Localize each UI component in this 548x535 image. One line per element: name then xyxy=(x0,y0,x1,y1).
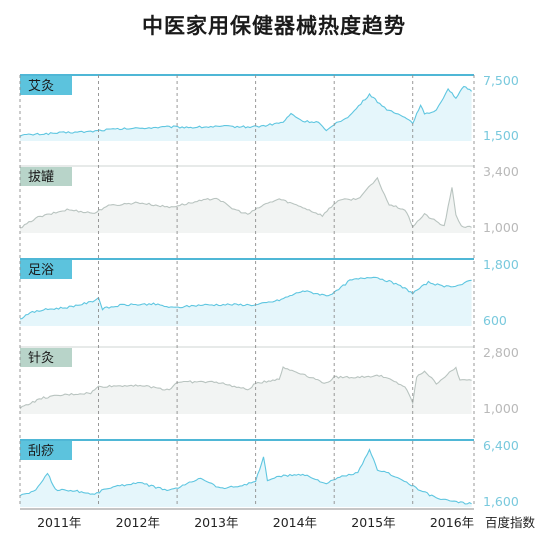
series-area-针灸 xyxy=(20,367,472,414)
series-line-艾灸 xyxy=(19,85,472,137)
series-line-刮痧 xyxy=(19,448,472,505)
panel-label-box xyxy=(20,441,72,460)
series-area-刮痧 xyxy=(20,449,472,507)
x-tick-label: 2014年 xyxy=(273,515,317,530)
x-tick-label: 2011年 xyxy=(37,515,81,530)
series-line-拔罐 xyxy=(19,176,472,229)
series-line-足浴 xyxy=(19,276,472,320)
x-tick-label: 2015年 xyxy=(351,515,395,530)
y-min-label: 1,000 xyxy=(483,220,519,235)
panel-label: 拔罐 xyxy=(28,170,54,185)
series-area-拔罐 xyxy=(20,177,472,233)
panel-label: 足浴 xyxy=(28,263,54,278)
chart-title: 中医家用保健器械热度趋势 xyxy=(142,14,406,38)
panel-label: 刮痧 xyxy=(28,443,54,459)
y-min-label: 1,600 xyxy=(483,494,519,509)
y-max-label: 2,800 xyxy=(483,345,519,360)
y-max-label: 3,400 xyxy=(483,164,519,179)
y-min-label: 600 xyxy=(483,313,507,328)
series-area-艾灸 xyxy=(20,86,472,141)
panel-label-box xyxy=(20,260,72,279)
y-min-label: 1,000 xyxy=(483,401,519,416)
panel-label: 针灸 xyxy=(28,351,54,366)
panel-label-box xyxy=(20,167,72,186)
panel-label: 艾灸 xyxy=(28,79,54,94)
y-max-label: 7,500 xyxy=(483,73,519,88)
y-max-label: 1,800 xyxy=(483,257,519,272)
x-unit-label: 百度指数 xyxy=(485,515,536,530)
x-tick-label: 2012年 xyxy=(116,515,160,530)
x-tick-label: 2016年 xyxy=(430,515,474,530)
series-line-针灸 xyxy=(19,366,472,410)
panel-label-box xyxy=(20,76,72,95)
x-tick-label: 2013年 xyxy=(194,515,238,530)
panel-label-box xyxy=(20,348,72,367)
y-max-label: 6,400 xyxy=(483,438,519,453)
series-area-足浴 xyxy=(20,277,472,326)
y-min-label: 1,500 xyxy=(483,128,519,143)
